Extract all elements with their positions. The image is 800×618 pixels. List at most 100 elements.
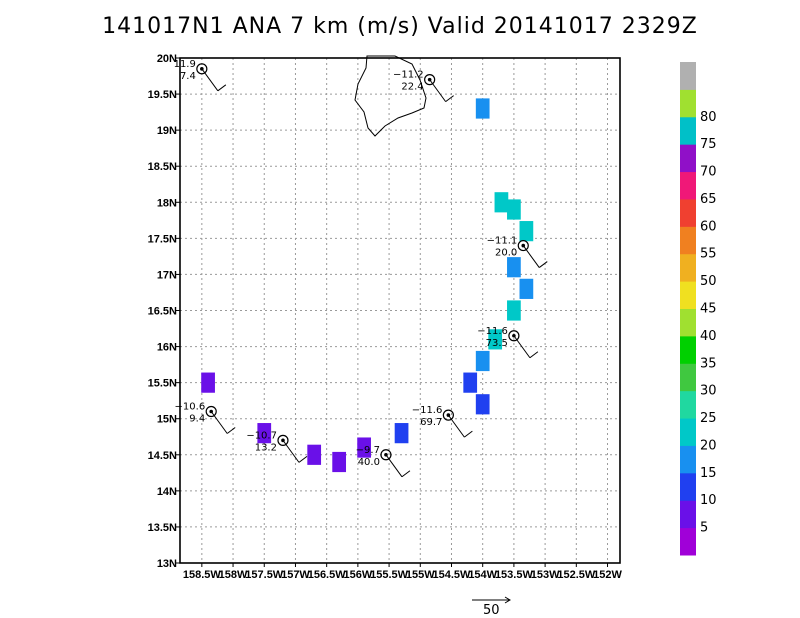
- y-tick-label: 13.5N: [148, 522, 177, 534]
- y-tick-label: 19N: [157, 125, 177, 137]
- y-tick-label: 15N: [157, 414, 177, 426]
- station-value-label: 9.4: [189, 414, 205, 425]
- wind-cell: [519, 221, 534, 242]
- colorbar-swatch: [680, 472, 696, 501]
- station-symbol-center: [200, 67, 204, 71]
- wind-barb-flag: [529, 351, 539, 359]
- scale-vector: 50: [472, 596, 511, 618]
- station-temp-label: −9.7: [356, 445, 380, 456]
- wind-cells: [201, 98, 534, 473]
- station-symbol: [424, 74, 436, 86]
- wind-barb: [210, 411, 228, 434]
- x-tick-label: 154.5W: [433, 569, 472, 581]
- wind-cell: [507, 199, 521, 220]
- colorbar-label: 75: [700, 137, 717, 152]
- wind-cell: [488, 329, 503, 350]
- wind-barb-flag: [298, 455, 308, 463]
- grid-lines: [176, 57, 620, 567]
- colorbar-swatch: [680, 62, 696, 90]
- colorbar-swatch: [680, 253, 696, 282]
- colorbar-label: 70: [700, 165, 717, 180]
- colorbar-label: 55: [700, 247, 717, 262]
- station-symbol: [442, 409, 454, 421]
- scale-arrowhead: [504, 596, 511, 604]
- wind-barb: [429, 79, 447, 102]
- x-tick-label: 154W: [468, 569, 497, 581]
- wind-cell: [332, 451, 347, 473]
- y-tick-label: 18N: [157, 197, 177, 209]
- station-symbol-center: [521, 243, 526, 248]
- colorbar-label: 20: [700, 438, 717, 453]
- y-tick-label: 15.5N: [148, 378, 177, 390]
- wind-barb-flag: [445, 95, 454, 103]
- wind-barb-flag: [464, 430, 473, 438]
- y-tick-label: 17.5N: [148, 233, 177, 245]
- y-tick-label: 18.5N: [148, 161, 177, 173]
- station-symbol: [196, 63, 208, 75]
- colorbar-label: 45: [700, 302, 717, 317]
- x-tick-label: 157.5W: [245, 569, 284, 581]
- x-tick-label: 155.5W: [370, 569, 409, 581]
- colorbar-label: 65: [700, 192, 717, 207]
- x-tick-label: 158.5W: [183, 569, 222, 581]
- x-tick-label: 157W: [281, 569, 310, 581]
- x-tick-label: 153.5W: [495, 569, 534, 581]
- x-tick-label: 152W: [593, 569, 622, 581]
- colorbar-swatch: [680, 445, 696, 474]
- station-temp-label: −11.6: [412, 405, 443, 416]
- station-temp-label: −11.6: [477, 326, 508, 337]
- station-value-label: 22.4: [401, 82, 423, 93]
- wind-cell: [475, 394, 490, 415]
- x-tick-label: 152.5W: [557, 569, 596, 581]
- wind-cell: [475, 350, 490, 372]
- colorbar-label: 15: [700, 466, 717, 481]
- wind-cell: [494, 192, 509, 213]
- colorbar-label: 35: [700, 356, 717, 371]
- y-tick-label: 19.5N: [148, 89, 177, 101]
- y-tick-label: 14.5N: [148, 450, 177, 462]
- station-value-label: 20.0: [495, 248, 517, 259]
- wind-barb-flag: [217, 84, 227, 92]
- wind-cell: [507, 257, 521, 278]
- colorbar-swatch: [680, 418, 696, 446]
- colorbar-label: 30: [700, 384, 717, 399]
- station-symbol-center: [446, 413, 451, 417]
- y-tick-label: 17N: [157, 269, 177, 281]
- chart-title: 141017N1 ANA 7 km (m/s) Valid 20141017 2…: [102, 14, 698, 39]
- x-tick-label: 156W: [343, 569, 372, 581]
- colorbar-swatch: [680, 527, 696, 556]
- colorbar-label: 10: [700, 493, 717, 508]
- station-symbol: [277, 434, 289, 446]
- y-axis-labels: 20N 19.5N 19N 18.5N 18N 17.5N 17N 16.5N 16N 15.5N…: [148, 53, 177, 570]
- colorbar: 5 10 15 20 25 30 35 40 45 50 55 60 65 70 75 80: [680, 62, 717, 556]
- station-symbol-center: [281, 438, 285, 443]
- station-temp-label: −10.6: [175, 402, 206, 413]
- wind-cell: [475, 98, 490, 119]
- wind-cell: [519, 278, 534, 299]
- colorbar-swatch: [680, 390, 696, 419]
- wind-barb: [385, 454, 403, 478]
- x-tick-label: 155W: [406, 569, 435, 581]
- colorbar-swatch: [680, 116, 696, 145]
- y-tick-label: 13N: [157, 558, 177, 570]
- wind-barb: [201, 68, 219, 92]
- wind-cell: [357, 437, 371, 458]
- station-symbol: [380, 449, 392, 461]
- station-markers: 11.97.4 −11.222.4−11.120.0−11.673.5−10.69…: [174, 59, 548, 478]
- wind-cell: [394, 423, 409, 444]
- station-symbol-center: [427, 77, 432, 82]
- station-value-label: 73.5: [486, 338, 508, 349]
- station-symbol: [205, 405, 217, 418]
- station-symbol-center: [384, 452, 388, 457]
- station-value-label: 40.0: [358, 457, 380, 468]
- colorbar-label: 80: [700, 110, 717, 125]
- wind-cell: [507, 300, 521, 321]
- wind-barb: [522, 245, 540, 268]
- station-value-label: 69.7: [420, 417, 442, 428]
- station-temp-label: −11.2: [393, 70, 424, 81]
- y-tick-label: 16N: [157, 342, 177, 354]
- wind-cell: [307, 444, 322, 465]
- station-value-label: 13.2: [255, 442, 277, 453]
- station-temp-label: 11.9: [174, 59, 196, 70]
